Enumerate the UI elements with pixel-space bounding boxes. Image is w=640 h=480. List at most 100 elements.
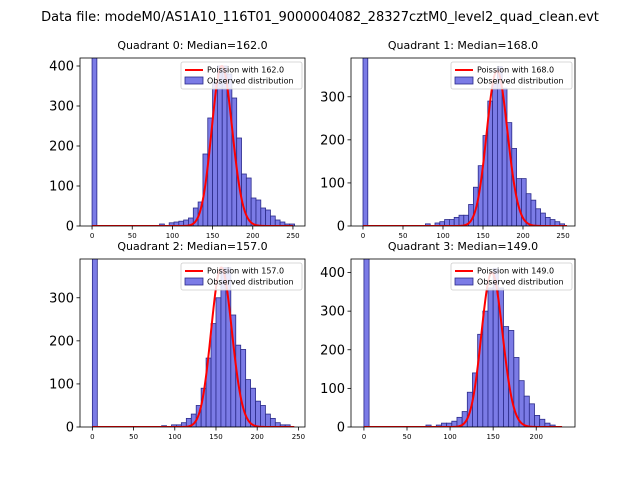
histogram-bar [539, 418, 546, 427]
panel-title: Quadrant 3: Median=149.0 [388, 240, 538, 253]
x-tick-label: 0 [362, 433, 366, 441]
histogram-bar [217, 65, 223, 226]
x-tick-label: 0 [90, 433, 94, 441]
histogram-bar [91, 58, 98, 226]
histogram-bar [260, 207, 267, 226]
histogram-bar [220, 267, 227, 427]
legend-bar-swatch [184, 76, 204, 85]
figure-title: Data file: modeM0/AS1A10_116T01_90000040… [41, 10, 599, 25]
histogram-bar [255, 199, 262, 226]
legend-label-poisson: Poission with 157.0 [207, 267, 284, 276]
histogram-bar [250, 197, 257, 226]
histogram-bar [528, 403, 535, 427]
legend-box [180, 61, 303, 90]
legend-bar-swatch [454, 76, 474, 85]
histogram-bar [482, 310, 489, 427]
x-tick-label: 150 [486, 433, 499, 441]
axes-frame [79, 258, 306, 428]
histogram-bar [215, 297, 222, 427]
legend-label-poisson: Poission with 149.0 [477, 267, 554, 276]
x-tick-label: 200 [246, 232, 259, 240]
y-tick-label: 200 [49, 334, 74, 349]
legend-label-poisson: Poission with 162.0 [207, 66, 284, 75]
y-tick-label: 200 [320, 133, 345, 148]
x-tick-label: 250 [292, 433, 305, 441]
y-tick-label: 300 [320, 305, 345, 320]
histogram-bar [424, 223, 431, 226]
y-tick-label: 0 [66, 220, 74, 235]
histogram-bar [221, 65, 228, 226]
axes-frame [350, 57, 576, 227]
histogram-bar [269, 417, 276, 427]
x-tick-label: 100 [436, 232, 449, 240]
y-tick-label: 0 [66, 421, 74, 436]
histogram-bar [487, 287, 494, 427]
x-tick-label: 150 [476, 232, 489, 240]
y-tick-label: 100 [320, 382, 345, 397]
histogram-bar [540, 212, 546, 226]
y-tick-label: 100 [49, 180, 74, 195]
legend-box [180, 262, 303, 291]
histogram-bar [492, 83, 498, 226]
legend-label-observed: Observed distribution [477, 278, 564, 287]
histogram-bar [525, 193, 532, 226]
legend-bar-swatch [184, 277, 204, 286]
y-tick-label: 400 [49, 60, 74, 75]
histogram-bar [530, 199, 537, 226]
panel-quadrant-3: Quadrant 3: Median=149.0 0 50 100 150 200 0 100… [320, 240, 576, 441]
legend-label-observed: Observed distribution [207, 278, 294, 287]
x-tick-label: 0 [361, 232, 365, 240]
x-tick-label: 50 [129, 433, 138, 441]
y-tick-label: 400 [320, 266, 345, 281]
x-tick-label: 100 [166, 232, 179, 240]
poisson-curve [363, 271, 563, 427]
histogram-bar [523, 395, 530, 427]
y-tick-label: 0 [337, 220, 345, 235]
legend: Poission with 168.0 Observed distribution [450, 61, 573, 90]
legend: Poission with 157.0 Observed distribution [180, 262, 303, 291]
panel-quadrant-0: Quadrant 0: Median=162.0 0 50 100 150 200 250 0… [49, 39, 306, 240]
histogram-bar [363, 259, 370, 427]
x-tick-label: 250 [556, 232, 569, 240]
histogram-bar [210, 323, 217, 427]
histogram-bar [559, 223, 565, 226]
y-tick-label: 300 [49, 291, 74, 306]
legend-box [450, 61, 573, 90]
x-tick-label: 200 [516, 232, 529, 240]
histogram-bar [265, 413, 271, 427]
x-tick-label: 150 [206, 232, 219, 240]
histogram-bar [260, 405, 266, 427]
x-tick-label: 150 [209, 433, 222, 441]
histogram-bar [534, 415, 541, 427]
y-tick-label: 300 [320, 90, 345, 105]
poisson-curve [363, 69, 567, 226]
x-tick-label: 0 [90, 232, 94, 240]
y-tick-label: 100 [49, 377, 74, 392]
panel-quadrant-1: Quadrant 1: Median=168.0 0 50 100 150 200 250 0… [320, 39, 576, 240]
panel-quadrant-2: Quadrant 2: Median=157.0 0 50 100 150 200 250 0… [49, 240, 306, 441]
legend: Poission with 162.0 Observed distribution [180, 61, 303, 90]
axes-frame [350, 258, 576, 428]
x-tick-label: 200 [530, 433, 543, 441]
x-tick-label: 50 [399, 232, 408, 240]
x-tick-label: 250 [286, 232, 299, 240]
panel-title: Quadrant 0: Median=162.0 [117, 39, 267, 52]
histogram-bar [284, 424, 291, 427]
x-tick-label: 100 [443, 433, 456, 441]
legend-bar-swatch [454, 277, 474, 286]
y-tick-label: 0 [337, 421, 345, 436]
histogram-bar [91, 259, 98, 427]
x-tick-label: 50 [403, 433, 412, 441]
histogram-bar [535, 208, 541, 226]
histogram-bar [508, 330, 515, 427]
y-tick-label: 300 [49, 100, 74, 115]
legend-label-poisson: Poission with 168.0 [477, 66, 554, 75]
legend-label-observed: Observed distribution [477, 77, 564, 86]
histogram-bar [545, 216, 551, 226]
legend: Poission with 149.0 Observed distribution [450, 262, 573, 291]
x-tick-label: 50 [128, 232, 137, 240]
histogram-bar [362, 58, 369, 226]
panel-title: Quadrant 1: Median=168.0 [388, 39, 538, 52]
y-tick-label: 200 [49, 140, 74, 155]
